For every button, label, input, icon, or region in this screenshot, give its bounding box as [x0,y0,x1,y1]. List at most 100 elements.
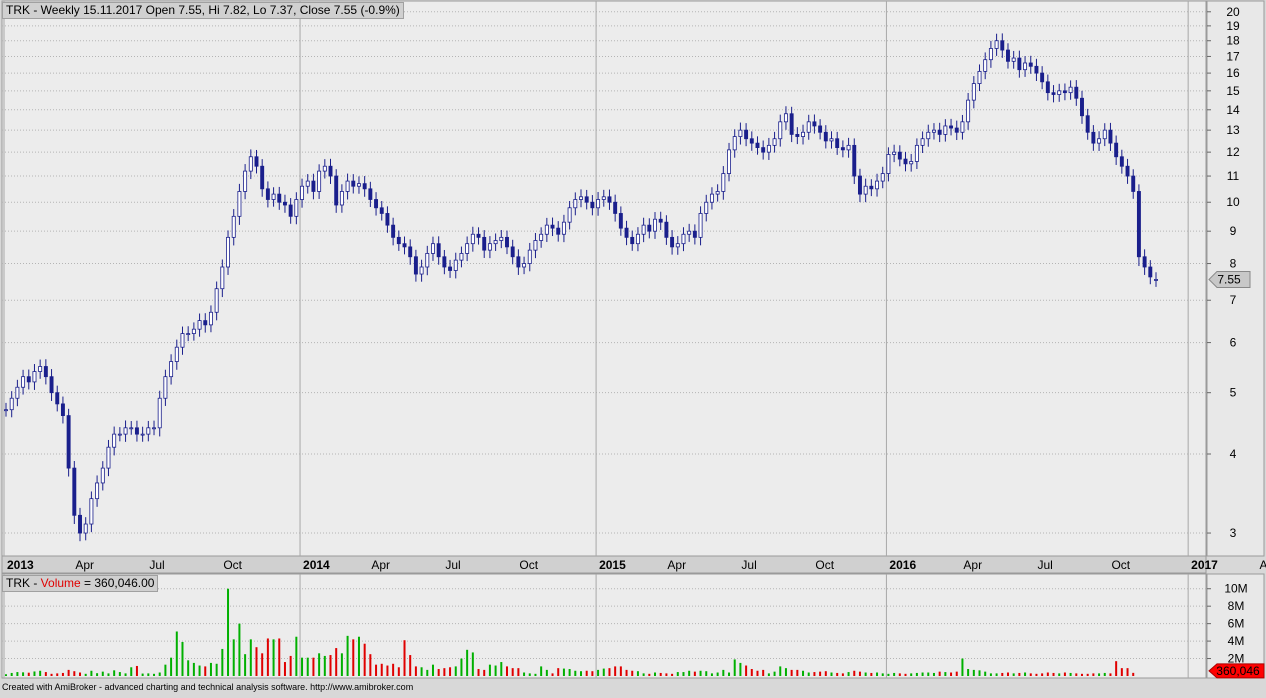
price-tick-label: 15 [1226,84,1240,98]
last-volume-tag [1208,663,1265,679]
volume-bar [135,665,138,676]
volume-bar [1092,673,1095,676]
volume-bar [847,672,850,676]
candle-body [237,191,242,217]
volume-bar [466,649,469,676]
candle-body [692,230,697,238]
volume-bar [608,668,611,676]
candle-body [15,386,20,399]
candle-body [732,136,737,151]
candle-body [197,320,202,330]
candle-body [453,259,458,271]
candle-body [880,173,885,182]
volume-bar [113,670,116,676]
volume-bar [323,655,326,676]
candle-body [994,40,999,49]
candle-body [322,165,327,172]
volume-bar [864,672,867,676]
candle-body [1017,57,1022,71]
candle-body [715,191,720,195]
volume-bar [1069,672,1072,676]
volume-bar [301,657,304,676]
volume-bar [722,669,725,676]
volume-bar [739,662,742,676]
candle-body [607,196,612,203]
candle-body [134,427,139,435]
volume-bar [841,673,844,676]
volume-bar [33,671,36,676]
candle-body [106,446,111,469]
volume-bar [44,672,47,676]
volume-bar [443,668,446,676]
price-tick-label: 7 [1230,293,1237,307]
volume-bar [1063,672,1066,676]
volume-bar [477,669,480,676]
candle-body [123,427,128,435]
candle-body [539,233,544,241]
candle-body [351,180,356,187]
price-tick-label: 8 [1230,257,1237,271]
candle-body [254,156,259,167]
volume-bar [511,668,514,676]
candle-body [977,70,982,84]
candle-body [431,243,435,254]
price-panel-bg [1,0,1207,557]
candle-body [687,230,692,235]
volume-bar [505,666,508,676]
volume-bar [107,673,110,676]
candle-body [681,233,686,245]
candle-body [738,129,743,137]
candle-body [402,243,407,248]
candle-body [112,433,117,448]
volume-bar [471,652,474,676]
candle-body [408,246,413,258]
candle-body [812,121,817,127]
candle-body [875,180,880,190]
volume-bar [283,662,286,676]
candle-body [943,125,948,135]
volume-bar [232,639,235,676]
date-axis-label: Jul [1037,558,1052,572]
price-tick-label: 11 [1227,169,1240,183]
candle-body [487,243,492,251]
volume-bar [824,671,827,676]
volume-bar [50,673,53,676]
candle-body [761,147,766,153]
candle-body [243,170,248,192]
volume-bar [659,672,662,676]
volume-bar [414,666,417,676]
candle-body [493,240,498,245]
candle-body [584,196,589,203]
volume-bar [73,671,76,676]
volume-bars [5,588,1135,676]
candle-body [903,158,908,165]
candle-body [448,266,453,271]
volume-bar [141,673,144,676]
candle-body [459,253,464,261]
volume-bar [1029,673,1032,676]
candle-body [1000,40,1005,51]
candle-body [823,131,828,142]
candle-body [926,131,931,140]
candle-body [226,236,230,268]
volume-bar [272,639,275,676]
candle-body [914,144,919,162]
volume-bar [352,639,355,676]
candle-body [755,142,760,148]
volume-tick-label: 6M [1228,617,1245,631]
candle-body [624,227,629,238]
candle-body [1102,129,1107,140]
candle-body [174,346,179,362]
volume-bar [528,673,531,676]
volume-bar [551,673,554,676]
price-tick-label: 20 [1226,5,1240,19]
candle-body [550,224,555,229]
candle-body [658,218,663,223]
volume-bar [904,673,907,676]
volume-bar [192,662,195,676]
candle-body [869,185,874,190]
candle-body [527,249,532,264]
volume-bar [819,671,822,676]
